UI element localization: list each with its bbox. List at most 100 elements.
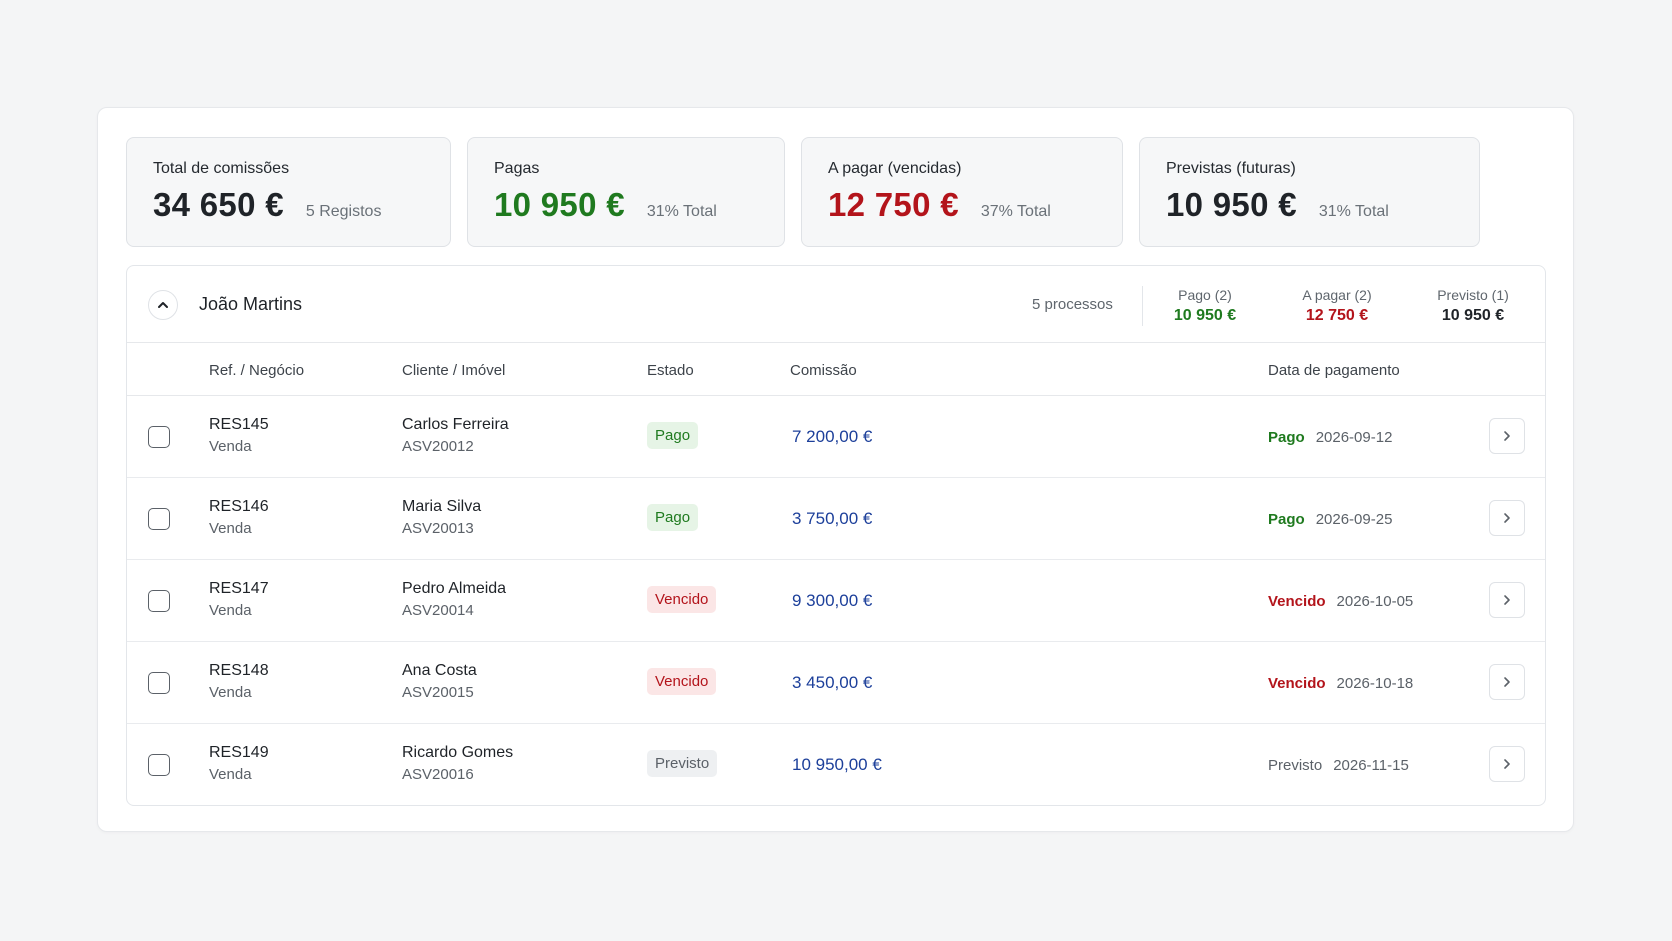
payment-date: 2026-10-05 — [1336, 593, 1414, 610]
row-client: Ricardo Gomes — [402, 744, 514, 761]
table-row[interactable]: RES145 Venda Carlos Ferreira ASV20012 Pa… — [127, 396, 1545, 478]
stat-label: Pago (2) — [1178, 287, 1232, 303]
row-deal-type: Venda — [209, 438, 252, 455]
summary-card-value: 12 750 € — [828, 186, 959, 223]
row-checkbox[interactable] — [148, 426, 170, 448]
summary-card-value: 10 950 € — [494, 186, 625, 223]
status-badge: Vencido — [647, 586, 717, 613]
commissions-panel: Total de comissões 34 650 € 5 Registos P… — [97, 107, 1574, 832]
row-ref: RES145 — [209, 416, 269, 433]
chevron-right-icon — [1504, 759, 1510, 769]
table-row[interactable]: RES146 Venda Maria Silva ASV20013 Pago 3… — [127, 478, 1545, 560]
payment-status: Vencido — [1268, 593, 1326, 610]
row-property: ASV20015 — [402, 684, 474, 701]
group-name: João Martins — [199, 294, 303, 314]
row-commission: 10 950,00 € — [792, 755, 882, 774]
payment-date: 2026-09-12 — [1315, 429, 1393, 446]
status-badge: Pago — [647, 504, 699, 531]
group-process-count: 5 processos — [1032, 296, 1113, 313]
stat-label: A pagar (2) — [1302, 287, 1372, 303]
stat-value: 10 950 € — [1173, 307, 1237, 324]
row-commission: 9 300,00 € — [792, 591, 873, 610]
divider — [1142, 286, 1143, 326]
group-header[interactable]: João Martins 5 processos Pago (2) 10 950… — [127, 266, 1545, 343]
row-ref: RES146 — [209, 498, 269, 515]
row-ref: RES148 — [209, 662, 269, 679]
row-checkbox[interactable] — [148, 672, 170, 694]
summary-card-forecast: Previstas (futuras) 10 950 € 31% Total — [1139, 137, 1480, 247]
chevron-right-icon — [1504, 677, 1510, 687]
collapse-button[interactable] — [148, 290, 178, 320]
group-stat-due: A pagar (2) 12 750 € — [1287, 287, 1387, 325]
summary-card-label: Total de comissões — [153, 160, 290, 177]
table-header: Ref. / Negócio Cliente / Imóvel Estado C… — [127, 343, 1545, 396]
row-ref: RES147 — [209, 580, 269, 597]
row-deal-type: Venda — [209, 520, 252, 537]
summary-card-sub: 37% Total — [980, 203, 1051, 220]
row-deal-type: Venda — [209, 684, 252, 701]
summary-card-total: Total de comissões 34 650 € 5 Registos — [126, 137, 451, 247]
summary-card-sub: 5 Registos — [305, 203, 382, 220]
row-deal-type: Venda — [209, 766, 252, 783]
summary-card-label: Previstas (futuras) — [1166, 160, 1296, 177]
summary-card-sub: 31% Total — [1318, 203, 1389, 220]
summary-card-value: 34 650 € — [153, 186, 284, 223]
chevron-up-icon — [158, 302, 168, 308]
open-row-button[interactable] — [1489, 746, 1525, 782]
column-header-client: Cliente / Imóvel — [402, 362, 506, 379]
column-header-status: Estado — [647, 362, 694, 379]
row-property: ASV20012 — [402, 438, 474, 455]
payment-date: 2026-11-15 — [1333, 757, 1409, 774]
summary-card-paid: Pagas 10 950 € 31% Total — [467, 137, 785, 247]
agent-group: João Martins 5 processos Pago (2) 10 950… — [126, 265, 1546, 806]
chevron-right-icon — [1504, 431, 1510, 441]
table-row[interactable]: RES147 Venda Pedro Almeida ASV20014 Venc… — [127, 560, 1545, 642]
row-deal-type: Venda — [209, 602, 252, 619]
chevron-right-icon — [1504, 595, 1510, 605]
status-badge: Vencido — [647, 668, 717, 695]
row-ref: RES149 — [209, 744, 269, 761]
chevron-right-icon — [1504, 513, 1510, 523]
payment-date: 2026-10-18 — [1336, 675, 1414, 692]
row-checkbox[interactable] — [148, 754, 170, 776]
row-commission: 3 750,00 € — [792, 509, 873, 528]
row-client: Pedro Almeida — [402, 580, 507, 597]
table-row[interactable]: RES149 Venda Ricardo Gomes ASV20016 Prev… — [127, 724, 1545, 805]
row-client: Maria Silva — [402, 498, 482, 515]
stat-value: 10 950 € — [1441, 307, 1505, 324]
payment-status: Previsto — [1268, 757, 1323, 774]
open-row-button[interactable] — [1489, 664, 1525, 700]
stat-value: 12 750 € — [1305, 307, 1369, 324]
group-stat-paid: Pago (2) 10 950 € — [1157, 287, 1253, 325]
group-stat-forecast: Previsto (1) 10 950 € — [1423, 287, 1523, 325]
table-row[interactable]: RES148 Venda Ana Costa ASV20015 Vencido … — [127, 642, 1545, 724]
payment-status: Pago — [1268, 511, 1305, 528]
summary-card-overdue: A pagar (vencidas) 12 750 € 37% Total — [801, 137, 1123, 247]
row-client: Carlos Ferreira — [402, 416, 509, 433]
payment-status: Pago — [1268, 429, 1305, 446]
summary-card-value: 10 950 € — [1166, 186, 1297, 223]
summary-card-label: A pagar (vencidas) — [828, 160, 962, 177]
row-commission: 3 450,00 € — [792, 673, 873, 692]
column-header-commission: Comissão — [790, 362, 857, 379]
status-badge: Pago — [647, 422, 699, 449]
summary-card-label: Pagas — [494, 160, 540, 177]
status-badge: Previsto — [647, 750, 718, 777]
row-checkbox[interactable] — [148, 590, 170, 612]
row-client: Ana Costa — [402, 662, 477, 679]
column-header-ref: Ref. / Negócio — [209, 362, 305, 379]
row-checkbox[interactable] — [148, 508, 170, 530]
row-property: ASV20014 — [402, 602, 474, 619]
stat-label: Previsto (1) — [1437, 287, 1509, 303]
row-commission: 7 200,00 € — [792, 427, 873, 446]
column-header-payment-date: Data de pagamento — [1268, 362, 1400, 379]
summary-cards: Total de comissões 34 650 € 5 Registos P… — [126, 137, 1480, 247]
summary-card-sub: 31% Total — [646, 203, 717, 220]
payment-status: Vencido — [1268, 675, 1326, 692]
row-property: ASV20016 — [402, 766, 474, 783]
row-property: ASV20013 — [402, 520, 474, 537]
payment-date: 2026-09-25 — [1315, 511, 1393, 528]
open-row-button[interactable] — [1489, 418, 1525, 454]
open-row-button[interactable] — [1489, 500, 1525, 536]
open-row-button[interactable] — [1489, 582, 1525, 618]
